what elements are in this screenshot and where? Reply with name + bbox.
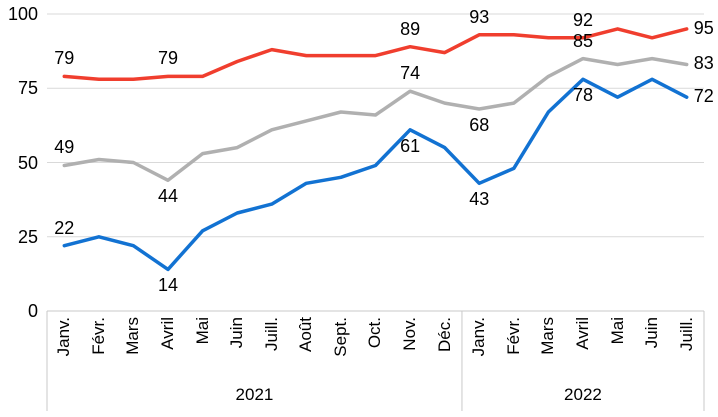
data-label-gray: 68 bbox=[469, 115, 490, 136]
series-line-blue bbox=[62, 77, 689, 272]
data-label-blue: 22 bbox=[54, 217, 75, 238]
data-label-red: 89 bbox=[400, 18, 421, 39]
y-tick-label: 50 bbox=[17, 152, 38, 173]
series-line-red bbox=[62, 27, 689, 82]
data-label-gray: 44 bbox=[158, 186, 179, 207]
data-label-blue: 14 bbox=[158, 275, 179, 296]
y-tick-label: 0 bbox=[27, 301, 38, 321]
data-label-blue: 43 bbox=[469, 189, 490, 210]
data-label-red: 93 bbox=[469, 6, 490, 27]
y-tick-label: 100 bbox=[7, 4, 38, 24]
data-label-blue: 61 bbox=[400, 135, 421, 156]
data-label-red: 79 bbox=[158, 48, 179, 69]
y-tick-label: 75 bbox=[17, 78, 38, 99]
data-label-red: 92 bbox=[572, 9, 593, 30]
data-label-gray: 85 bbox=[572, 30, 593, 51]
data-label-red: 95 bbox=[693, 17, 714, 38]
year-label: 2021 bbox=[235, 385, 274, 404]
data-label-gray: 74 bbox=[400, 63, 421, 84]
data-label-blue: 72 bbox=[693, 86, 714, 107]
data-label-gray: 49 bbox=[54, 137, 75, 158]
year-label: 2022 bbox=[564, 385, 602, 404]
data-label-gray: 83 bbox=[693, 53, 714, 74]
series-line-gray bbox=[62, 56, 689, 183]
data-label-red: 79 bbox=[54, 48, 75, 69]
y-tick-label: 25 bbox=[17, 226, 38, 247]
data-label-blue: 78 bbox=[572, 85, 593, 106]
